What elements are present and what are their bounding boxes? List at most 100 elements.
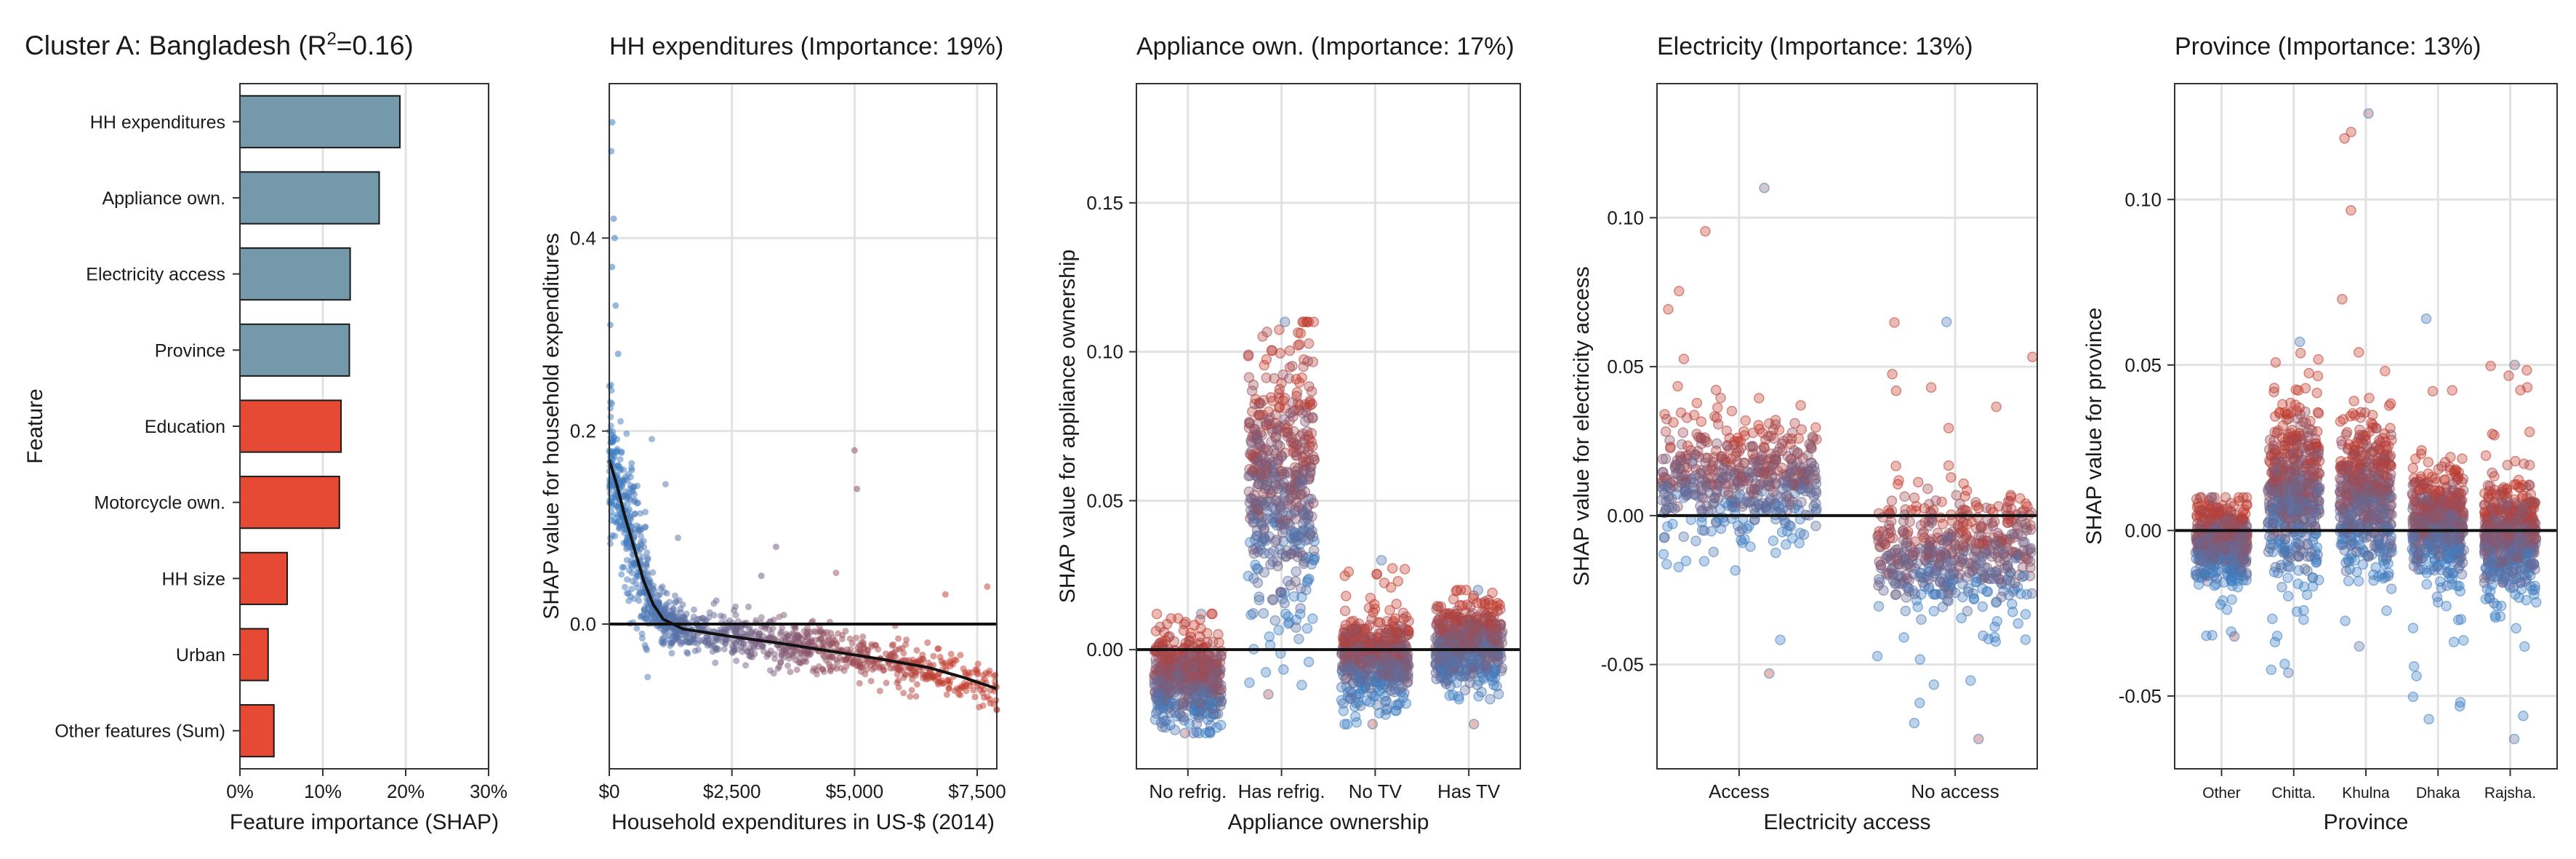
data-point [942,591,949,598]
smooth-line [608,459,998,690]
data-point [1461,599,1473,610]
data-point [1900,605,1911,617]
data-point [1928,679,1940,690]
points-group [606,119,1000,714]
data-point [943,691,950,698]
data-point [1941,316,1952,327]
data-point [1786,532,1798,544]
data-point [1285,548,1297,559]
data-point [1254,439,1265,450]
data-point [1759,183,1770,193]
data-point [1770,547,1781,559]
data-point [610,215,617,223]
data-point [1659,532,1670,543]
data-point [619,476,627,484]
y-axis-label: SHAP value for household expenditures [539,233,563,619]
data-point [862,671,869,678]
data-point [1934,549,1946,560]
data-point [1264,548,1275,559]
data-point [1294,339,1305,350]
data-point [634,572,641,579]
data-point [1775,634,1786,646]
data-point [1214,684,1225,695]
data-point [772,543,779,551]
data-point [1898,535,1909,546]
data-point [651,588,658,595]
data-point [1798,529,1810,540]
data-point [1397,607,1409,618]
data-point [883,679,890,687]
data-point [922,674,929,681]
data-point [870,660,878,667]
data-point [1260,666,1272,678]
data-point [1959,532,1970,544]
data-point [1275,441,1285,452]
data-point [1989,516,2000,527]
y-tick-label: 0.10 [1607,207,1644,228]
data-point [639,553,646,560]
data-point [1754,393,1765,404]
data-point [1962,605,1973,617]
data-point [2025,543,2037,554]
data-point [662,601,670,608]
data-point [1282,498,1293,510]
data-point [643,549,651,556]
data-point [1387,563,1398,574]
data-point [1381,615,1392,627]
data-point [1874,526,1885,537]
title-main: Cluster A: Bangladesh (R [25,31,326,60]
data-point [1657,466,1668,478]
data-point [782,647,789,654]
data-point [1257,331,1268,342]
data-point [990,700,998,708]
data-point [970,687,977,694]
data-point [1810,422,1821,433]
data-point [1179,653,1189,664]
data-point [2001,504,2012,516]
data-point [1768,454,1780,466]
data-point [717,612,724,620]
data-point [907,693,914,700]
data-point [1285,481,1297,492]
data-point [1709,492,1720,504]
data-point [1488,679,1499,690]
data-point [1793,433,1805,444]
data-point [1871,650,1883,662]
data-point [896,645,903,652]
data-point [771,650,779,658]
data-point [913,647,920,654]
data-point [1284,520,1296,531]
data-point [1291,622,1301,633]
data-point [721,645,728,652]
data-point [615,525,622,532]
data-point [935,645,942,652]
data-point [1893,479,1903,490]
data-point [1349,711,1361,722]
y-tick-label: HH size [161,569,225,589]
hh-expenditures-panel: HH expenditures (Importance: 19%)$0 $2,50… [539,33,1006,834]
data-point [1957,554,1968,565]
data-point [1902,573,1913,584]
data-point [976,686,984,693]
data-point [1970,560,1981,572]
y-tick-label: HH expenditures [90,112,225,132]
data-point [1890,589,1901,601]
data-point [1472,585,1484,596]
data-point [855,659,862,666]
data-point [1301,623,1313,634]
data-point [1269,536,1281,547]
data-point [1965,675,1976,686]
panel-title: Cluster A: Bangladesh (R2=0.16) [25,29,414,60]
data-point [2020,634,2031,645]
points-group [1656,183,2038,745]
data-point [1371,569,1382,580]
data-point [1914,654,1926,665]
data-point [662,610,669,617]
data-point [1885,516,1897,527]
data-point [839,631,846,639]
data-point [777,658,785,666]
data-point [1245,610,1256,620]
data-point [2003,589,2015,601]
data-point [1173,612,1184,624]
data-point [1304,573,1315,585]
